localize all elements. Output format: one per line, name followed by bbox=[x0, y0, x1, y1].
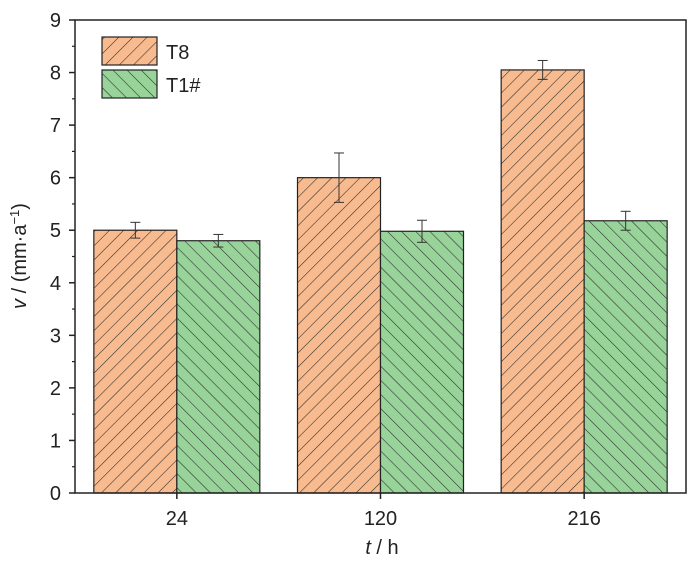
y-tick-label-8: 8 bbox=[50, 63, 61, 85]
legend-swatch-t8 bbox=[101, 36, 158, 66]
bar-t8-120 bbox=[296, 177, 382, 494]
bar-t8-216 bbox=[500, 69, 585, 494]
bars-layer bbox=[93, 69, 668, 494]
legend-label-t1: T1# bbox=[166, 75, 201, 97]
x-axis: 24 120 216 bbox=[166, 493, 601, 530]
legend-label-t8: T8 bbox=[166, 42, 189, 64]
y-tick-label-4: 4 bbox=[50, 273, 61, 295]
legend-swatch-t1 bbox=[101, 69, 158, 99]
y-tick-label-3: 3 bbox=[50, 325, 61, 347]
y-tick-label-9: 9 bbox=[50, 10, 61, 32]
bar-t1-120 bbox=[379, 230, 465, 494]
y-tick-label-1: 1 bbox=[50, 430, 61, 452]
y-tick-label-5: 5 bbox=[50, 220, 61, 242]
y-tick-label-0: 0 bbox=[50, 483, 61, 505]
y-tick-label-7: 7 bbox=[50, 115, 61, 137]
bar-t1-216 bbox=[583, 220, 668, 494]
x-tick-label-120: 120 bbox=[364, 508, 397, 530]
x-axis-title: t / h bbox=[365, 537, 398, 559]
error-bars-layer bbox=[130, 59, 631, 248]
legend: T8 T1# bbox=[101, 36, 201, 99]
x-tick-label-24: 24 bbox=[166, 508, 188, 530]
y-axis: 0 1 2 3 4 5 6 7 8 9 bbox=[50, 10, 75, 505]
x-tick-label-216: 216 bbox=[567, 508, 600, 530]
y-axis-title: v / (mm·a−1) bbox=[7, 203, 32, 309]
bar-t8-24 bbox=[93, 229, 178, 494]
bar-t1-24 bbox=[176, 240, 261, 494]
y-tick-label-6: 6 bbox=[50, 168, 61, 190]
y-tick-label-2: 2 bbox=[50, 378, 61, 400]
